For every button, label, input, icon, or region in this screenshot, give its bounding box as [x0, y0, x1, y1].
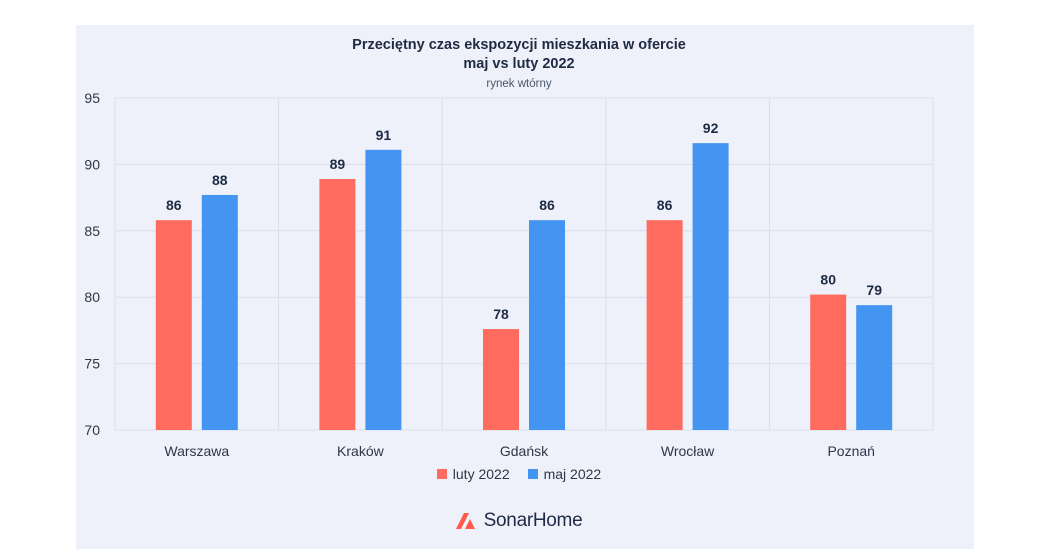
chart-title: Przeciętny czas ekspozycji mieszkania w …	[352, 37, 686, 53]
data-label: 79	[866, 282, 882, 298]
bar	[155, 220, 192, 430]
x-tick-label: Wrocław	[661, 443, 715, 459]
y-tick-label: 80	[84, 289, 100, 305]
bar	[483, 329, 519, 430]
bar	[529, 220, 565, 430]
x-tick-label: Poznań	[827, 443, 874, 459]
x-tick-label: Gdańsk	[500, 443, 549, 459]
brand-logo: SonarHome	[0, 510, 1038, 532]
legend-swatch-luty	[436, 469, 447, 479]
bar	[365, 149, 402, 431]
y-tick-label: 95	[84, 90, 100, 106]
legend-item-luty: luty 2022	[436, 466, 510, 482]
bar	[692, 143, 729, 431]
legend-swatch-maj	[527, 469, 538, 479]
chart-subtitle: maj vs luty 2022	[463, 56, 575, 72]
data-label: 91	[376, 127, 392, 143]
bar	[201, 194, 238, 430]
data-label: 86	[539, 197, 555, 213]
y-tick-label: 85	[84, 223, 100, 239]
x-tick-label: Kraków	[337, 443, 385, 459]
bar	[319, 179, 356, 430]
x-tick-label: Warszawa	[164, 443, 229, 459]
data-label: 86	[166, 197, 182, 213]
legend-label-maj: maj 2022	[543, 466, 602, 482]
data-label: 80	[820, 272, 836, 288]
bar	[646, 220, 683, 430]
legend-item-maj: maj 2022	[527, 466, 602, 482]
data-label: 89	[330, 156, 346, 172]
chart-note: rynek wtórny	[486, 78, 552, 90]
bar	[856, 305, 893, 430]
y-tick-label: 90	[84, 156, 100, 172]
bar	[810, 294, 847, 430]
y-tick-label: 75	[84, 356, 100, 372]
data-label: 78	[493, 306, 509, 322]
sonarhome-logo-icon	[455, 513, 475, 529]
legend: luty 2022 maj 2022	[0, 466, 1038, 482]
legend-label-luty: luty 2022	[452, 466, 510, 482]
data-label: 92	[703, 120, 719, 136]
data-label: 86	[657, 197, 673, 213]
y-tick-label: 70	[84, 422, 100, 438]
brand-name: SonarHome	[483, 510, 583, 531]
data-label: 88	[212, 172, 228, 188]
